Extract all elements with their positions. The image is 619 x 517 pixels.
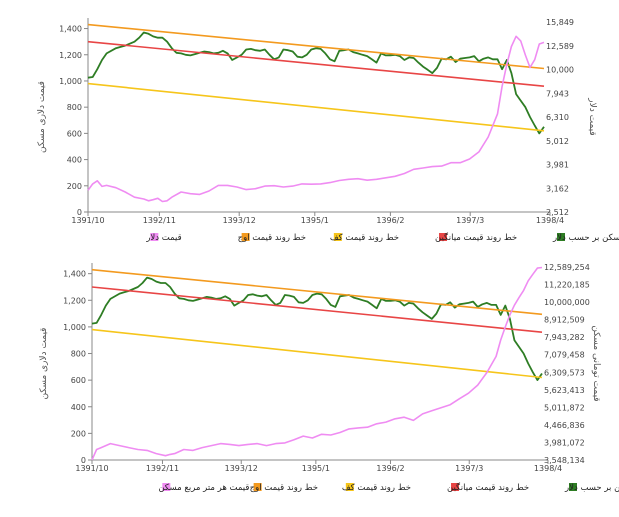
y-tick-label: 400 (71, 403, 86, 412)
y2-axis-title: قیمت تومانی مسکن (591, 325, 601, 401)
y2-tick-label: 2,512 (546, 208, 569, 217)
chart-bottom: 0 200 400 600 800 1,000 1,200 1,400 3,548,134 3,9… (39, 263, 601, 473)
y2-tick-label: 11,220,185 (544, 281, 590, 290)
series-line-4 (91, 266, 543, 461)
legend-swatch[interactable] (345, 483, 354, 491)
y-tick-label: 600 (67, 129, 82, 138)
y2-tick-label: 10,000,000 (544, 298, 590, 307)
x-tick-label: 1397/3 (456, 216, 484, 225)
legend-label[interactable]: خط روند قیمت میانگین (435, 232, 517, 243)
legend-bottom: قیمت مسکن بر حسب دلار خط روند قیمت میانگی… (158, 482, 619, 493)
y-tick-label: 1,400 (63, 270, 86, 279)
series-line-0 (87, 31, 545, 135)
x-tick-label: 1391/10 (71, 216, 104, 225)
y2-tick-label: 15,849 (546, 18, 574, 27)
legend-swatch[interactable] (569, 483, 577, 491)
y-tick-label: 0 (77, 208, 82, 217)
legend-swatch[interactable] (439, 233, 448, 241)
y2-tick-label: 10,000 (546, 66, 574, 75)
legend-label[interactable]: خط روند قیمت اوج (238, 233, 306, 243)
y2-tick-label: 7,943 (546, 89, 569, 98)
x-tick-label: 1395/1 (302, 464, 330, 473)
legend-swatch[interactable] (150, 233, 159, 241)
legend-swatch[interactable] (162, 483, 171, 491)
legend-label[interactable]: قیمت هر متر مربع مسکن (158, 483, 249, 493)
legend-top: قیمت مسکن بر حسب دلار خط روند قیمت میانگی… (145, 232, 619, 243)
y-tick-label: 1,400 (59, 25, 82, 34)
series-line-4 (87, 35, 545, 203)
series-line-2 (87, 82, 545, 132)
y2-tick-label: 5,012 (546, 137, 569, 146)
x-tick-label: 1391/10 (75, 464, 108, 473)
y-tick-label: 400 (67, 156, 82, 165)
y2-tick-label: 7,943,282 (544, 333, 585, 342)
y2-tick-label: 5,011,872 (544, 403, 585, 412)
legend-label[interactable]: خط روند قیمت کف (342, 483, 411, 493)
legend-swatch[interactable] (253, 483, 262, 491)
x-tick-label: 1392/11 (146, 464, 179, 473)
legend-label[interactable]: خط روند قیمت اوج (250, 483, 318, 493)
y2-tick-label: 3,548,134 (544, 456, 585, 465)
y-axis-title: قیمت دلاری مسکن (39, 328, 49, 400)
y-tick-label: 800 (71, 350, 86, 359)
series-line-1 (91, 268, 543, 316)
series-line-0 (91, 276, 543, 382)
y-tick-label: 0 (81, 456, 86, 465)
y-tick-label: 600 (71, 376, 86, 385)
series-line-3 (91, 286, 543, 333)
x-tick-label: 1396/2 (376, 464, 404, 473)
y-tick-label: 1,000 (63, 323, 86, 332)
x-tick-label: 1398/4 (536, 216, 564, 225)
chart-top: 0 200 400 600 800 1,000 1,200 1,400 2,512 3,162 3,… (37, 18, 597, 225)
y2-tick-label: 8,912,509 (544, 316, 585, 325)
y2-tick-label: 4,466,836 (544, 421, 585, 430)
x-tick-label: 1398/4 (534, 464, 562, 473)
y2-axis-title: قیمت دلار (587, 97, 597, 135)
x-tick-label: 1393/12 (223, 216, 256, 225)
legend-label[interactable]: خط روند قیمت میانگین (447, 482, 529, 493)
y2-tick-label: 6,310 (546, 113, 569, 122)
y-tick-label: 1,000 (59, 77, 82, 86)
y-tick-label: 800 (67, 103, 82, 112)
series-line-3 (87, 40, 545, 87)
series-line-2 (91, 328, 543, 379)
x-tick-label: 1393/12 (225, 464, 258, 473)
x-tick-label: 1397/3 (455, 464, 483, 473)
legend-label[interactable]: قیمت مسکن بر حسب دلار (552, 233, 619, 243)
series-line-1 (87, 23, 545, 70)
legend-label[interactable]: خط روند قیمت کف (330, 233, 399, 243)
x-tick-label: 1395/1 (301, 216, 329, 225)
legend-swatch[interactable] (333, 233, 342, 241)
y-tick-label: 200 (71, 429, 86, 438)
y2-tick-label: 12,589,254 (544, 263, 590, 272)
y2-tick-label: 12,589 (546, 42, 574, 51)
x-tick-label: 1392/11 (143, 216, 176, 225)
y2-tick-label: 6,309,573 (544, 368, 585, 377)
legend-swatch[interactable] (451, 483, 460, 491)
y-tick-label: 1,200 (59, 51, 82, 60)
y-tick-label: 1,200 (63, 296, 86, 305)
y-axis-title: قیمت دلاری مسکن (37, 81, 47, 153)
x-tick-label: 1396/2 (376, 216, 404, 225)
legend-label[interactable]: قیمت دلار (145, 233, 181, 243)
y2-tick-label: 3,981 (546, 161, 569, 170)
y2-tick-label: 7,079,458 (544, 351, 585, 360)
legend-swatch[interactable] (241, 233, 250, 241)
legend-swatch[interactable] (557, 233, 565, 241)
y2-tick-label: 3,981,072 (544, 438, 585, 447)
y2-tick-label: 5,623,413 (544, 386, 585, 395)
y-tick-label: 200 (67, 182, 82, 191)
y2-tick-label: 3,162 (546, 184, 569, 193)
legend-label[interactable]: قیمت مسکن بر حسب دلار (564, 483, 619, 493)
